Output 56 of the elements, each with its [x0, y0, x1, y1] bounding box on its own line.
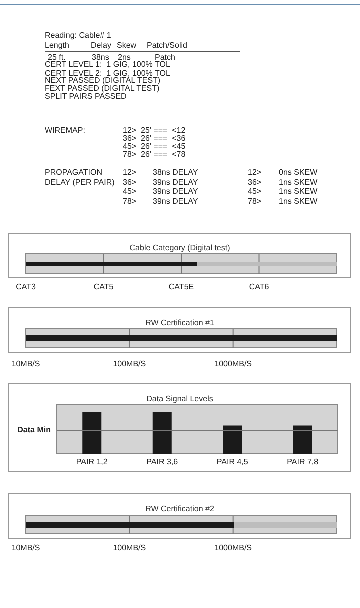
text: Patch/Solid	[147, 41, 188, 51]
text: 1ns SKEW	[279, 178, 318, 188]
text: 39ns DELAY	[153, 187, 198, 198]
text: 1000MB/S	[214, 360, 252, 368]
text: Skew	[117, 41, 137, 51]
text: 12> 25' === <12	[123, 126, 186, 135]
text: 45>	[123, 187, 137, 198]
text: 45>	[248, 187, 262, 198]
text: 10MB/S	[12, 360, 40, 368]
text: 25 ft.	[48, 53, 66, 62]
x-tick-label: PAIR 4,5	[216, 458, 249, 466]
text: 78>	[123, 196, 137, 207]
text: 36>	[123, 178, 137, 188]
text: Reading: Cable# 1	[45, 31, 112, 41]
text: 78>	[248, 196, 262, 207]
text: DELAY (PER PAIR)	[45, 178, 115, 188]
text: 100MB/S	[113, 360, 146, 368]
text: CAT5E	[168, 282, 194, 292]
text: 0ns SKEW	[279, 168, 318, 178]
ref-line-label: Data Min	[18, 425, 52, 434]
text: PROPAGATION	[45, 168, 102, 178]
text: 45> 26' === <45	[123, 142, 186, 151]
text: CAT5	[94, 282, 114, 292]
chart-title: RW Certification #2	[146, 504, 215, 514]
text: 100MB/S	[113, 544, 146, 552]
text: 36> 26' === <36	[123, 134, 186, 143]
text: 38ns	[92, 53, 110, 62]
chart-title: Data Signal Levels	[146, 394, 214, 404]
text: 1ns SKEW	[279, 187, 318, 198]
text: CAT3	[16, 282, 36, 292]
text: 12>	[248, 168, 262, 178]
text: CERT LEVEL 2: 1 GIG, 100% TOL	[45, 68, 170, 78]
text: 36>	[248, 178, 262, 188]
text: CAT6	[249, 282, 270, 292]
x-tick-label: PAIR 3,6	[146, 458, 179, 466]
chart-title: Cable Category (Digital test)	[130, 244, 231, 252]
text: 12>	[123, 168, 137, 178]
text: 38ns DELAY	[153, 168, 198, 178]
text: Length	[45, 41, 70, 51]
chart-title: RW Certification #1	[146, 318, 215, 328]
x-tick-label: PAIR 1,2	[76, 458, 108, 466]
text: NEXT PASSED (DIGITAL TEST)	[45, 76, 161, 85]
text: SPLIT PAIRS PASSED	[45, 92, 127, 102]
text: WIREMAP:	[45, 126, 86, 136]
text: 10MB/S	[12, 544, 40, 552]
text: Patch	[155, 53, 176, 62]
text: 2ns	[118, 53, 131, 62]
text: 1ns SKEW	[279, 196, 318, 207]
text: Delay	[91, 41, 112, 51]
text: 78> 26' === <78	[123, 150, 186, 160]
text: 39ns DELAY	[153, 178, 198, 188]
text: 39ns DELAY	[153, 196, 198, 207]
text: FEXT PASSED (DIGITAL TEST)	[45, 84, 160, 93]
text: CERT LEVEL 1: 1 GIG, 100% TOL	[45, 60, 170, 70]
text: 1000MB/S	[214, 544, 252, 552]
x-tick-label: PAIR 7,8	[287, 458, 320, 466]
